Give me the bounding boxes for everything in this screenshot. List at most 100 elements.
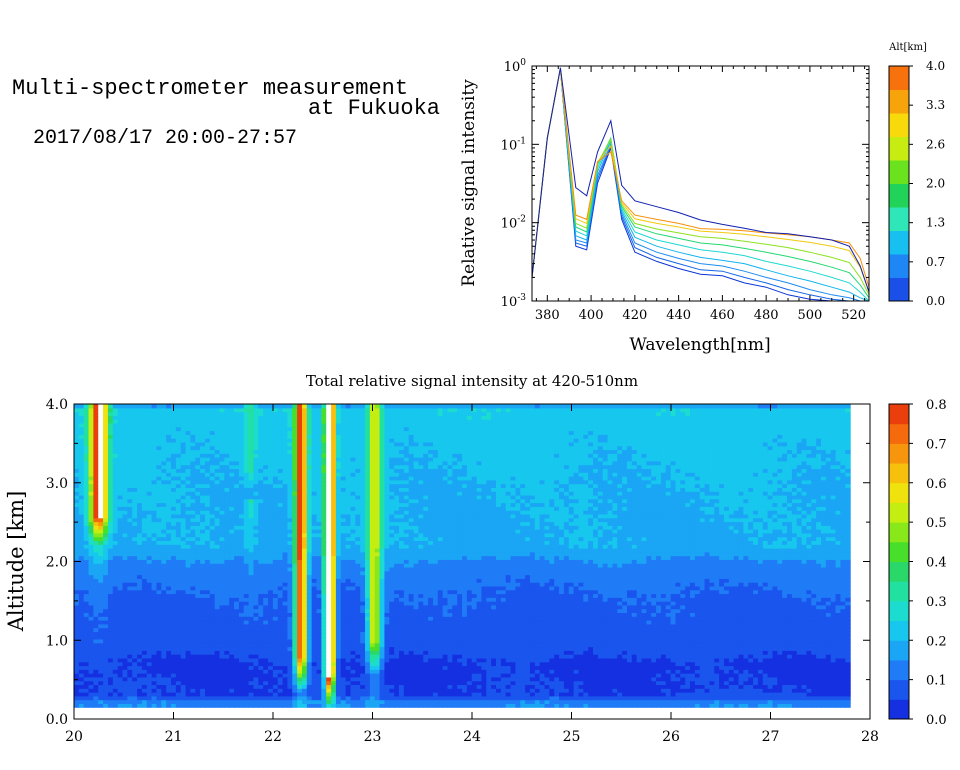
heatmap-cell: [93, 479, 99, 485]
heatmap-cell: [340, 578, 347, 583]
heatmap-cell: [175, 498, 182, 504]
heatmap-cell: [321, 521, 327, 526]
heatmap-cell: [297, 627, 303, 632]
heatmap-cell: [180, 635, 187, 640]
heatmap-cell: [229, 404, 235, 409]
heatmap-cell: [229, 593, 235, 598]
heatmap-cell: [263, 646, 269, 651]
heatmap-cell: [122, 582, 128, 587]
heatmap-cell: [350, 585, 356, 591]
heatmap-cell: [98, 491, 104, 496]
heatmap-cell: [258, 665, 264, 670]
heatmap-cell: [311, 620, 318, 625]
altitude-colorbar-label: Alt[km]: [888, 42, 927, 53]
heatmap-cell: [350, 411, 356, 416]
heatmap-cell: [355, 566, 361, 572]
heatmap-cell: [209, 434, 216, 439]
heatmap-cell: [161, 692, 167, 697]
heatmap-cell: [311, 627, 318, 632]
heatmap-cell: [258, 472, 264, 477]
heatmap-cell: [301, 498, 308, 504]
heatmap-cell: [190, 601, 196, 606]
heatmap-cell: [355, 601, 361, 606]
heatmap-cell: [219, 498, 225, 504]
heatmap-cell: [151, 532, 158, 538]
heatmap-cell: [151, 574, 158, 579]
heatmap-cell: [146, 695, 153, 701]
heatmap-cell: [287, 631, 293, 636]
heatmap-cell: [355, 699, 361, 704]
heatmap-cell: [263, 498, 269, 504]
heatmap-cell: [78, 585, 85, 591]
heatmap-cell: [282, 661, 289, 667]
heatmap-cell: [258, 555, 264, 560]
heatmap-cell: [88, 419, 94, 424]
heatmap-cell: [171, 699, 177, 704]
heatmap-cell: [326, 616, 332, 621]
heatmap-cell: [258, 430, 264, 435]
heatmap-cell: [200, 661, 206, 667]
heatmap-cell: [185, 536, 192, 542]
heatmap-cell: [146, 555, 153, 560]
heatmap-cell: [219, 695, 225, 701]
heatmap-cell: [345, 529, 352, 534]
heatmap-cell: [127, 559, 133, 564]
heatmap-cell: [107, 604, 114, 610]
heatmap-cell: [321, 407, 327, 413]
heatmap-cell: [301, 623, 308, 629]
heatmap-cell: [311, 578, 318, 583]
heatmap-cell: [243, 476, 250, 481]
heatmap-cell: [146, 578, 153, 583]
heatmap-cell: [277, 525, 284, 530]
heatmap-cell: [122, 635, 128, 640]
heatmap-cell: [112, 472, 119, 477]
heatmap-cell: [345, 601, 352, 606]
heatmap-cell: [161, 665, 167, 670]
heatmap-cell: [316, 468, 322, 473]
heatmap-cell: [190, 566, 196, 572]
heatmap-cell: [103, 434, 109, 439]
heatmap-cell: [166, 654, 172, 659]
heatmap-cell: [345, 646, 352, 651]
heatmap-cell: [272, 680, 279, 686]
heatmap-cell: [156, 422, 162, 428]
heatmap-cell: [88, 536, 94, 542]
heatmap-cell: [132, 438, 138, 443]
heatmap-cell: [360, 699, 366, 704]
heatmap-cell: [360, 551, 366, 557]
heatmap-cell: [268, 551, 274, 557]
heatmap-cell: [137, 601, 143, 606]
heatmap-cell: [137, 551, 143, 557]
heatmap-cell: [78, 438, 85, 443]
heatmap-cell: [331, 688, 337, 693]
heatmap-cell: [103, 654, 109, 659]
heatmap-cell: [263, 601, 269, 606]
heatmap-cell: [185, 479, 192, 485]
heatmap-cell: [190, 430, 196, 435]
heatmap-cell: [122, 510, 128, 515]
heatmap-cell: [253, 464, 259, 470]
heatmap-cell: [326, 441, 332, 447]
heatmap-cell: [277, 669, 284, 674]
heatmap-cell: [292, 589, 298, 595]
heatmap-cell: [185, 457, 192, 462]
heatmap-cell: [141, 532, 148, 538]
heatmap-cell: [272, 468, 279, 473]
heatmap-cell: [74, 464, 80, 470]
heatmap-cell: [122, 597, 128, 602]
heatmap-cell: [151, 654, 158, 659]
heatmap-cell: [132, 654, 138, 659]
heatmap-cell: [127, 692, 133, 697]
heatmap-cell: [268, 646, 274, 651]
heatmap-cell: [297, 680, 303, 686]
heatmap-cell: [132, 669, 138, 674]
heatmap-cell: [292, 570, 298, 576]
heatmap-cell: [78, 623, 85, 629]
heatmap-cell: [107, 608, 114, 614]
heatmap-cell: [180, 532, 187, 538]
heatmap-cell: [204, 430, 211, 435]
heatmap-cell: [117, 635, 124, 640]
heatmap-cell: [83, 506, 90, 511]
heatmap-cell: [175, 506, 182, 511]
heatmap-cell: [297, 608, 303, 614]
